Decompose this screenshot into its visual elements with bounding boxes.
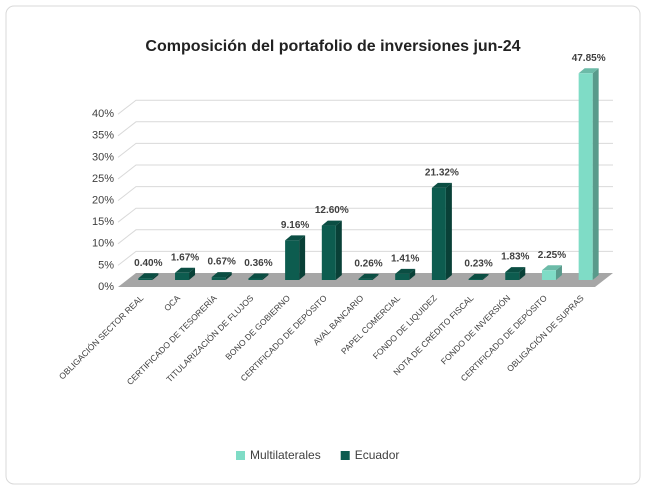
data-label: 21.32% — [425, 168, 459, 179]
data-label: 1.83% — [501, 252, 529, 263]
data-label: 47.85% — [572, 53, 606, 64]
data-label: 0.36% — [244, 258, 272, 269]
grid-line — [117, 229, 613, 245]
bar — [248, 278, 263, 280]
data-label: 0.40% — [134, 258, 162, 269]
legend-label: Multilaterales — [250, 448, 321, 462]
bar-side — [189, 267, 196, 280]
data-label: 0.23% — [464, 259, 492, 270]
bar-top — [505, 267, 526, 273]
y-tick-label: 25% — [92, 173, 114, 185]
bar-top — [285, 235, 306, 241]
bar — [211, 277, 226, 280]
bar — [395, 273, 410, 280]
bar — [431, 187, 446, 280]
data-label: 12.60% — [315, 205, 349, 216]
bar-top — [468, 274, 489, 280]
grid-line — [117, 121, 613, 137]
bar-side — [372, 273, 379, 280]
chart-title: Composición del portafolio de inversione… — [145, 38, 520, 55]
grid-line — [117, 142, 613, 158]
bar-side — [299, 235, 306, 280]
data-label: 9.16% — [281, 220, 309, 231]
bar-top — [431, 182, 452, 188]
y-tick-label: 0% — [98, 281, 114, 293]
grid-line — [117, 250, 613, 266]
y-tick-label: 10% — [92, 238, 114, 250]
y-tick-label: 15% — [92, 216, 114, 228]
bar — [468, 279, 483, 280]
bar-top — [138, 273, 159, 279]
grid-line — [117, 99, 613, 115]
bar — [505, 272, 520, 280]
data-label: 1.41% — [391, 254, 419, 265]
bar-side — [152, 273, 159, 280]
bar — [358, 278, 373, 280]
bar-side — [409, 268, 416, 280]
bar — [578, 73, 593, 281]
data-label: 2.25% — [538, 250, 566, 261]
y-tick-label: 35% — [92, 130, 114, 142]
grid-line — [117, 207, 613, 223]
bar-side — [482, 274, 489, 280]
bar-side — [335, 220, 342, 280]
bar — [541, 270, 556, 280]
bar-side — [225, 272, 232, 280]
bar-side — [262, 273, 269, 280]
bar — [175, 272, 190, 280]
bar-side — [519, 267, 526, 280]
y-tick-label: 30% — [92, 151, 114, 163]
grid-line — [117, 186, 613, 201]
y-tick-label: 20% — [92, 195, 114, 207]
bar-top — [395, 268, 416, 274]
bar-side — [592, 68, 599, 281]
bar-top — [541, 265, 562, 271]
data-label: 1.67% — [171, 252, 199, 263]
bar-side — [555, 265, 562, 280]
bar — [138, 278, 153, 280]
bar-side — [445, 182, 452, 280]
bar-top — [248, 273, 269, 279]
data-label: 0.67% — [208, 257, 236, 268]
bar-top — [578, 68, 599, 74]
legend-swatch — [236, 451, 245, 460]
data-label: 0.26% — [354, 259, 382, 270]
legend-label: Ecuador — [355, 448, 400, 462]
bar — [285, 240, 300, 280]
bar — [321, 225, 336, 280]
grid-line — [117, 164, 613, 180]
bar-top — [358, 273, 379, 279]
bar-top — [175, 267, 196, 273]
bar-top — [211, 272, 232, 278]
legend-swatch — [340, 451, 350, 460]
bar-top — [321, 220, 342, 226]
y-tick-label: 5% — [98, 259, 114, 271]
y-tick-label: 40% — [92, 108, 114, 120]
